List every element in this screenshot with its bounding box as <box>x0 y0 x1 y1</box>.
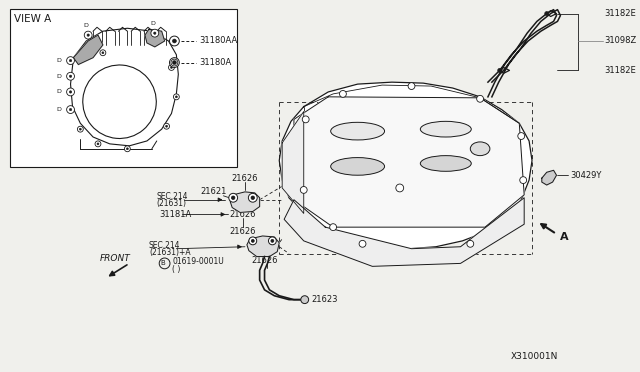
Circle shape <box>154 32 156 34</box>
Text: FRONT: FRONT <box>100 254 131 263</box>
Circle shape <box>249 237 257 245</box>
Text: A: A <box>561 232 569 242</box>
Text: X310001N: X310001N <box>511 352 559 361</box>
Circle shape <box>67 72 74 80</box>
Text: D: D <box>56 107 61 112</box>
Polygon shape <box>542 170 557 185</box>
Circle shape <box>302 116 309 123</box>
Circle shape <box>67 57 74 64</box>
Circle shape <box>396 184 404 192</box>
Circle shape <box>84 31 92 39</box>
Circle shape <box>232 196 235 199</box>
Circle shape <box>300 186 307 193</box>
Circle shape <box>67 106 74 113</box>
Polygon shape <box>70 28 179 146</box>
Circle shape <box>520 177 527 183</box>
Polygon shape <box>247 236 279 257</box>
Circle shape <box>87 34 90 36</box>
Text: (21631): (21631) <box>157 199 187 208</box>
Text: 21621: 21621 <box>200 187 227 196</box>
Circle shape <box>69 75 72 77</box>
Circle shape <box>408 83 415 90</box>
Circle shape <box>477 95 484 102</box>
Ellipse shape <box>331 122 385 140</box>
Text: D: D <box>150 21 156 26</box>
Circle shape <box>248 193 257 202</box>
Circle shape <box>77 126 83 132</box>
Circle shape <box>172 39 177 43</box>
Text: 21626: 21626 <box>232 174 258 183</box>
Polygon shape <box>284 198 524 266</box>
Text: 21623: 21623 <box>312 295 338 304</box>
Circle shape <box>95 141 101 147</box>
Circle shape <box>67 88 74 96</box>
Text: 01619-0001U: 01619-0001U <box>172 257 224 266</box>
Circle shape <box>271 240 274 242</box>
Circle shape <box>79 128 81 130</box>
Circle shape <box>268 237 276 245</box>
Text: 30429Y: 30429Y <box>570 171 602 180</box>
Circle shape <box>498 68 502 72</box>
Ellipse shape <box>420 121 471 137</box>
Text: 31098Z: 31098Z <box>605 36 637 45</box>
Polygon shape <box>145 29 164 47</box>
Text: ( ): ( ) <box>172 265 181 274</box>
Ellipse shape <box>83 65 156 138</box>
Text: 31180A: 31180A <box>199 58 231 67</box>
Circle shape <box>175 96 177 98</box>
Ellipse shape <box>420 155 471 171</box>
Circle shape <box>168 64 175 70</box>
Text: D: D <box>56 74 61 79</box>
Text: 21626: 21626 <box>252 256 278 265</box>
Circle shape <box>126 148 129 150</box>
Circle shape <box>252 240 254 242</box>
Circle shape <box>170 67 172 68</box>
Ellipse shape <box>331 158 385 175</box>
Polygon shape <box>294 97 524 227</box>
Circle shape <box>467 240 474 247</box>
Circle shape <box>124 146 131 152</box>
Text: 31182E: 31182E <box>605 66 636 75</box>
Text: 21626: 21626 <box>230 210 256 219</box>
Text: SEC.214: SEC.214 <box>149 241 180 250</box>
Circle shape <box>102 52 104 54</box>
Circle shape <box>69 60 72 62</box>
Ellipse shape <box>470 142 490 155</box>
Circle shape <box>172 61 177 64</box>
Circle shape <box>170 36 179 46</box>
Circle shape <box>173 94 179 100</box>
Circle shape <box>251 196 255 199</box>
Circle shape <box>545 12 548 16</box>
Circle shape <box>164 123 170 129</box>
Circle shape <box>301 296 308 304</box>
Text: D: D <box>84 23 89 28</box>
Polygon shape <box>282 112 304 214</box>
Circle shape <box>166 125 168 127</box>
Circle shape <box>330 224 337 231</box>
Text: 31182E: 31182E <box>605 9 636 18</box>
Text: 21626: 21626 <box>230 227 256 235</box>
Text: SEC.214: SEC.214 <box>157 192 188 201</box>
Polygon shape <box>279 82 532 249</box>
Circle shape <box>170 58 179 67</box>
Circle shape <box>69 108 72 111</box>
Circle shape <box>100 50 106 56</box>
Polygon shape <box>74 35 103 64</box>
Circle shape <box>97 143 99 145</box>
Text: D: D <box>56 58 61 63</box>
Circle shape <box>339 90 346 97</box>
Text: B: B <box>160 260 165 266</box>
Circle shape <box>518 132 525 140</box>
Text: D: D <box>56 89 61 94</box>
Circle shape <box>228 193 237 202</box>
Polygon shape <box>230 192 260 212</box>
Circle shape <box>359 240 366 247</box>
Text: 31181A: 31181A <box>160 210 192 219</box>
Text: (21631)+A: (21631)+A <box>149 248 191 257</box>
Text: VIEW A: VIEW A <box>13 15 51 25</box>
Circle shape <box>69 91 72 93</box>
Circle shape <box>151 29 159 37</box>
Text: 31180AA: 31180AA <box>199 36 237 45</box>
Bar <box>10 9 237 167</box>
